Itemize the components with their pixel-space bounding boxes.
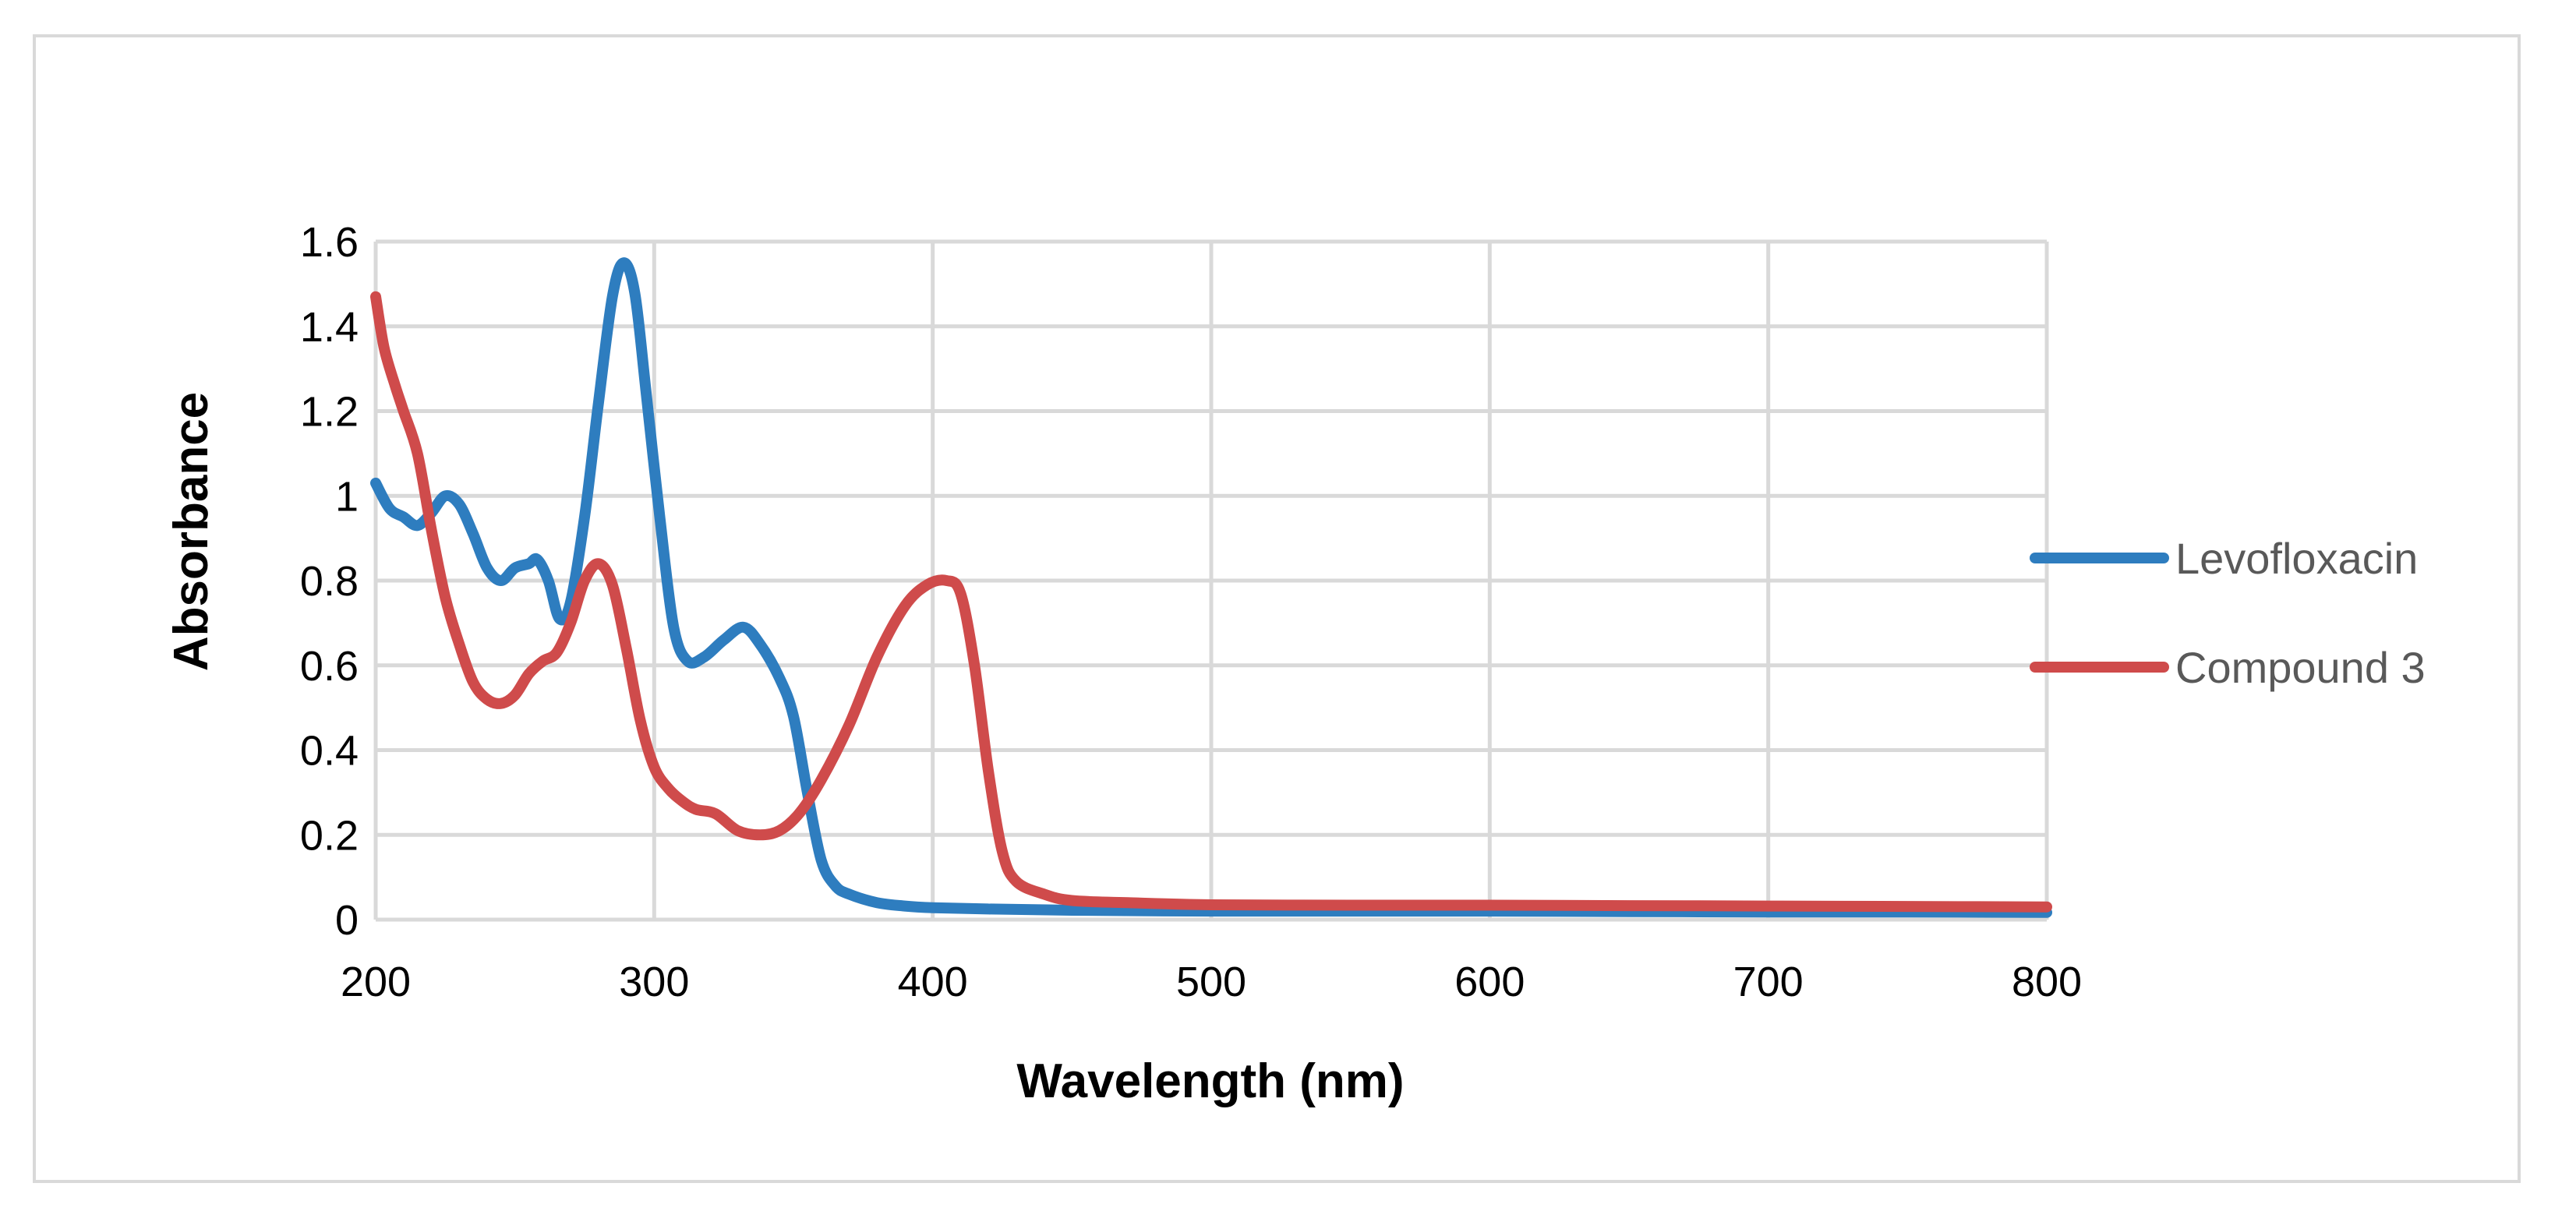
x-tick-label: 500 [1176,959,1246,1005]
y-tick-label: 1.6 [300,219,359,266]
y-tick-label: 0.2 [300,812,359,859]
y-tick-label: 1 [335,473,359,520]
y-tick-label: 0.6 [300,643,359,690]
series-line-compound-3 [370,291,2052,913]
legend-label-levofloxacin: Levofloxacin [2175,534,2418,583]
legend: Levofloxacin Compound 3 [2030,534,2426,692]
x-tick-label: 700 [1733,959,1804,1005]
grid-layer [373,239,2049,922]
x-axis-title: Wavelength (nm) [1016,1054,1404,1108]
x-tick-label: 400 [898,959,968,1005]
chart-frame: 0 0.2 0.4 0.6 0.8 1 1.2 1.4 1.6 200 300 400 500 600 70… [33,34,2521,1183]
series-line-levofloxacin [370,257,2052,918]
x-tick-label: 800 [2012,959,2082,1005]
y-tick-label: 0.8 [300,558,359,605]
y-tick-label: 1.4 [300,304,359,351]
y-tick-label: 0.4 [300,728,359,775]
series-layer [370,257,2052,918]
x-tick-label: 300 [619,959,689,1005]
y-tick-label: 1.2 [300,389,359,436]
legend-label-compound-3: Compound 3 [2175,643,2426,692]
y-axis-title: Absorbance [164,392,218,671]
x-tick-label: 600 [1454,959,1525,1005]
chart-svg: 0 0.2 0.4 0.6 0.8 1 1.2 1.4 1.6 200 300 400 500 600 70… [164,219,2426,1108]
x-tick-label: 200 [341,959,411,1005]
y-tick-label: 0 [335,897,359,944]
tick-label-layer: 0 0.2 0.4 0.6 0.8 1 1.2 1.4 1.6 200 300 400 500 600 70… [300,219,2082,1005]
